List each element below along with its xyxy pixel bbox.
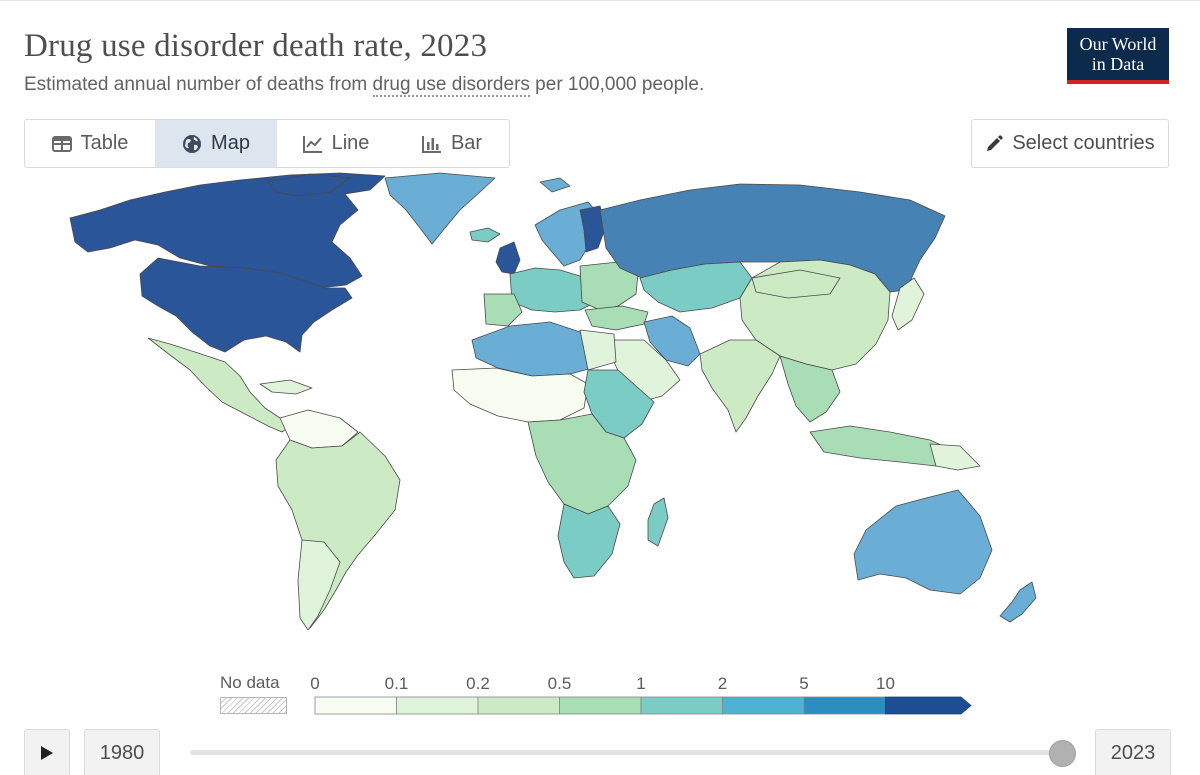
legend-tick-label: 5 [799,674,808,693]
region-svalbard[interactable] [539,177,571,193]
region-south-america[interactable] [275,431,401,629]
select-countries-button[interactable]: Select countries [971,119,1169,168]
legend-bin-6[interactable] [803,696,886,715]
legend-bin-2[interactable] [477,696,560,715]
legend-tick-label: 0.1 [385,674,409,693]
bar-chart-icon [421,135,441,153]
region-southern-cone[interactable] [297,539,341,631]
region-uk-ireland[interactable] [495,241,521,275]
subtitle-text-start: Estimated annual number of deaths from [24,74,373,95]
region-southeast-asia[interactable] [779,355,841,423]
region-greenland[interactable] [384,172,496,245]
pencil-icon [987,134,1004,151]
top-divider [0,0,1200,1]
region-iceland[interactable] [469,227,501,243]
legend-tick-label: 0 [310,674,319,693]
play-icon [41,746,53,760]
our-world-in-data-logo[interactable]: Our World in Data [1067,28,1169,84]
timeline-end-year[interactable]: 2023 [1095,729,1171,775]
table-icon [51,135,72,152]
legend-bin-3[interactable] [559,696,642,715]
region-west-africa[interactable] [451,367,589,423]
region-caribbean[interactable] [259,379,313,395]
region-iberia[interactable] [483,293,523,327]
legend-bin-1[interactable] [396,696,479,715]
subtitle-text-end: per 100,000 people. [529,74,705,95]
legend-tick-label: 2 [718,674,727,693]
legend-tick-label: 1 [636,674,645,693]
region-madagascar[interactable] [647,497,669,547]
region-south-asia[interactable] [699,339,781,433]
legend-tick-label: 10 [876,674,895,693]
timeline-track[interactable] [190,750,1065,755]
region-usa[interactable] [139,257,353,353]
region-east-africa[interactable] [583,369,655,439]
globe-icon [183,134,202,153]
tab-line[interactable]: Line [277,120,395,167]
legend-bin-4[interactable] [640,696,723,715]
line-chart-icon [302,135,322,153]
timeline-start-year[interactable]: 1980 [84,729,160,775]
page-title: Drug use disorder death rate, 2023 [24,28,488,64]
legend-bin-7[interactable] [885,696,972,715]
logo-line-1: Our World [1079,34,1157,54]
legend-tick-label: 0.5 [548,674,572,693]
legend-bin-0[interactable] [314,696,397,715]
play-button[interactable] [24,729,70,775]
logo-line-2: in Data [1091,54,1145,74]
legend-no-data-label: No data [220,673,280,692]
tab-bar[interactable]: Bar [395,120,509,167]
world-map[interactable] [40,170,1170,660]
region-canada-alaska[interactable] [69,172,386,289]
legend-color-scale: 0 0.1 0.2 0.5 1 2 5 10 [310,674,972,715]
tab-line-label: Line [331,132,370,154]
region-papua[interactable] [929,443,981,471]
drug-use-disorders-link[interactable]: drug use disorders [372,74,530,97]
select-countries-label: Select countries [1012,132,1155,154]
timeline-handle[interactable] [1049,740,1076,767]
tab-map[interactable]: Map [155,120,277,167]
legend-bin-5[interactable] [722,696,805,715]
region-central-africa[interactable] [527,413,637,515]
region-southern-africa[interactable] [557,503,621,579]
region-turkey-caucasus[interactable] [584,305,649,331]
tab-map-label: Map [211,132,250,154]
region-arctic-islands[interactable] [267,173,351,197]
page-subtitle: Estimated annual number of deaths from d… [24,74,705,97]
tab-table[interactable]: Table [25,120,155,167]
region-finland[interactable] [579,205,607,253]
chart-type-tabs: Table Map Line Bar [24,119,510,168]
legend-tick-label: 0.2 [466,674,490,693]
region-new-zealand[interactable] [999,581,1037,623]
tab-table-label: Table [80,132,129,154]
tab-bar-label: Bar [450,132,483,154]
region-mongolia[interactable] [751,269,841,299]
region-iran[interactable] [643,315,701,367]
legend-no-data-swatch[interactable] [220,697,287,714]
region-japan[interactable] [891,277,925,331]
region-australia[interactable] [853,489,993,595]
region-egypt[interactable] [579,329,617,371]
